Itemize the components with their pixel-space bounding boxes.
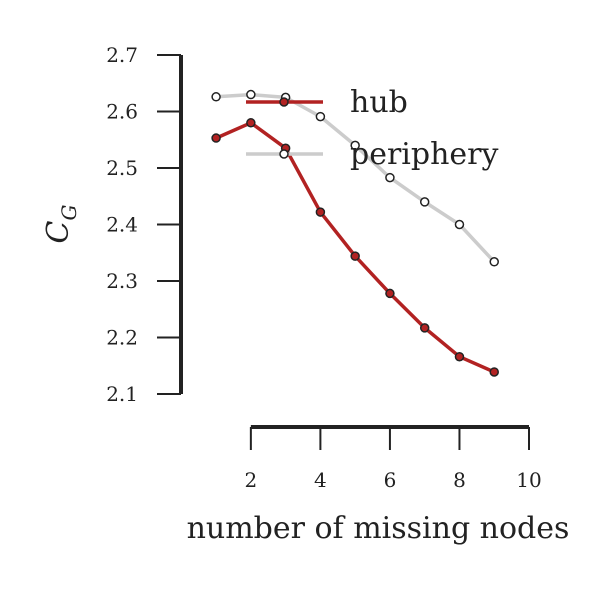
y-tick-label: 2.7 [106, 43, 138, 67]
x-tick-label: 10 [516, 468, 541, 492]
data-point-periphery [315, 111, 326, 122]
data-point-hub [385, 288, 395, 299]
y-tick-label: 2.6 [106, 100, 138, 124]
y-axis-title-main: C [41, 220, 76, 243]
y-tick-label: 2.2 [106, 326, 138, 350]
data-point-hub [315, 207, 326, 217]
x-axis-title: number of missing nodes [187, 511, 570, 546]
data-point-periphery [454, 219, 465, 230]
series-layer [211, 89, 499, 377]
legend-marker-hub [279, 97, 289, 107]
x-tick-label: 6 [384, 468, 397, 492]
data-point-hub [489, 367, 499, 377]
y-tick-label: 2.1 [106, 382, 138, 406]
x-tick-label: 2 [244, 468, 257, 492]
y-axis: 2.1 2.2 2.3 2.4 2.5 2.6 2.7 [106, 43, 183, 406]
data-point-periphery [211, 92, 221, 102]
data-point-hub [454, 351, 465, 362]
y-tick-label: 2.5 [106, 156, 138, 180]
y-axis-title: CG [41, 205, 81, 244]
data-point-hub [246, 118, 256, 128]
legend-label-hub: hub [350, 85, 408, 120]
y-tick-label: 2.3 [106, 269, 138, 293]
x-tick-label: 4 [314, 468, 327, 492]
data-point-hub [419, 323, 430, 333]
x-axis: 2 4 6 8 10 [244, 425, 542, 492]
legend: hub periphery [246, 85, 499, 172]
data-point-periphery [350, 140, 360, 151]
data-point-periphery [385, 172, 395, 183]
legend-marker-periphery [279, 149, 289, 159]
data-point-periphery [246, 89, 256, 100]
x-tick-label: 8 [453, 468, 466, 492]
y-axis-ticks: 2.1 2.2 2.3 2.4 2.5 2.6 2.7 [106, 43, 181, 406]
data-point-hub [350, 251, 360, 261]
x-axis-ticks: 2 4 6 8 10 [244, 427, 542, 492]
data-point-periphery [489, 257, 499, 267]
data-point-hub [211, 133, 221, 143]
y-axis-title-subscript: G [57, 205, 81, 221]
y-tick-label: 2.4 [106, 213, 138, 237]
legend-label-periphery: periphery [350, 137, 499, 172]
data-point-periphery [419, 197, 430, 207]
